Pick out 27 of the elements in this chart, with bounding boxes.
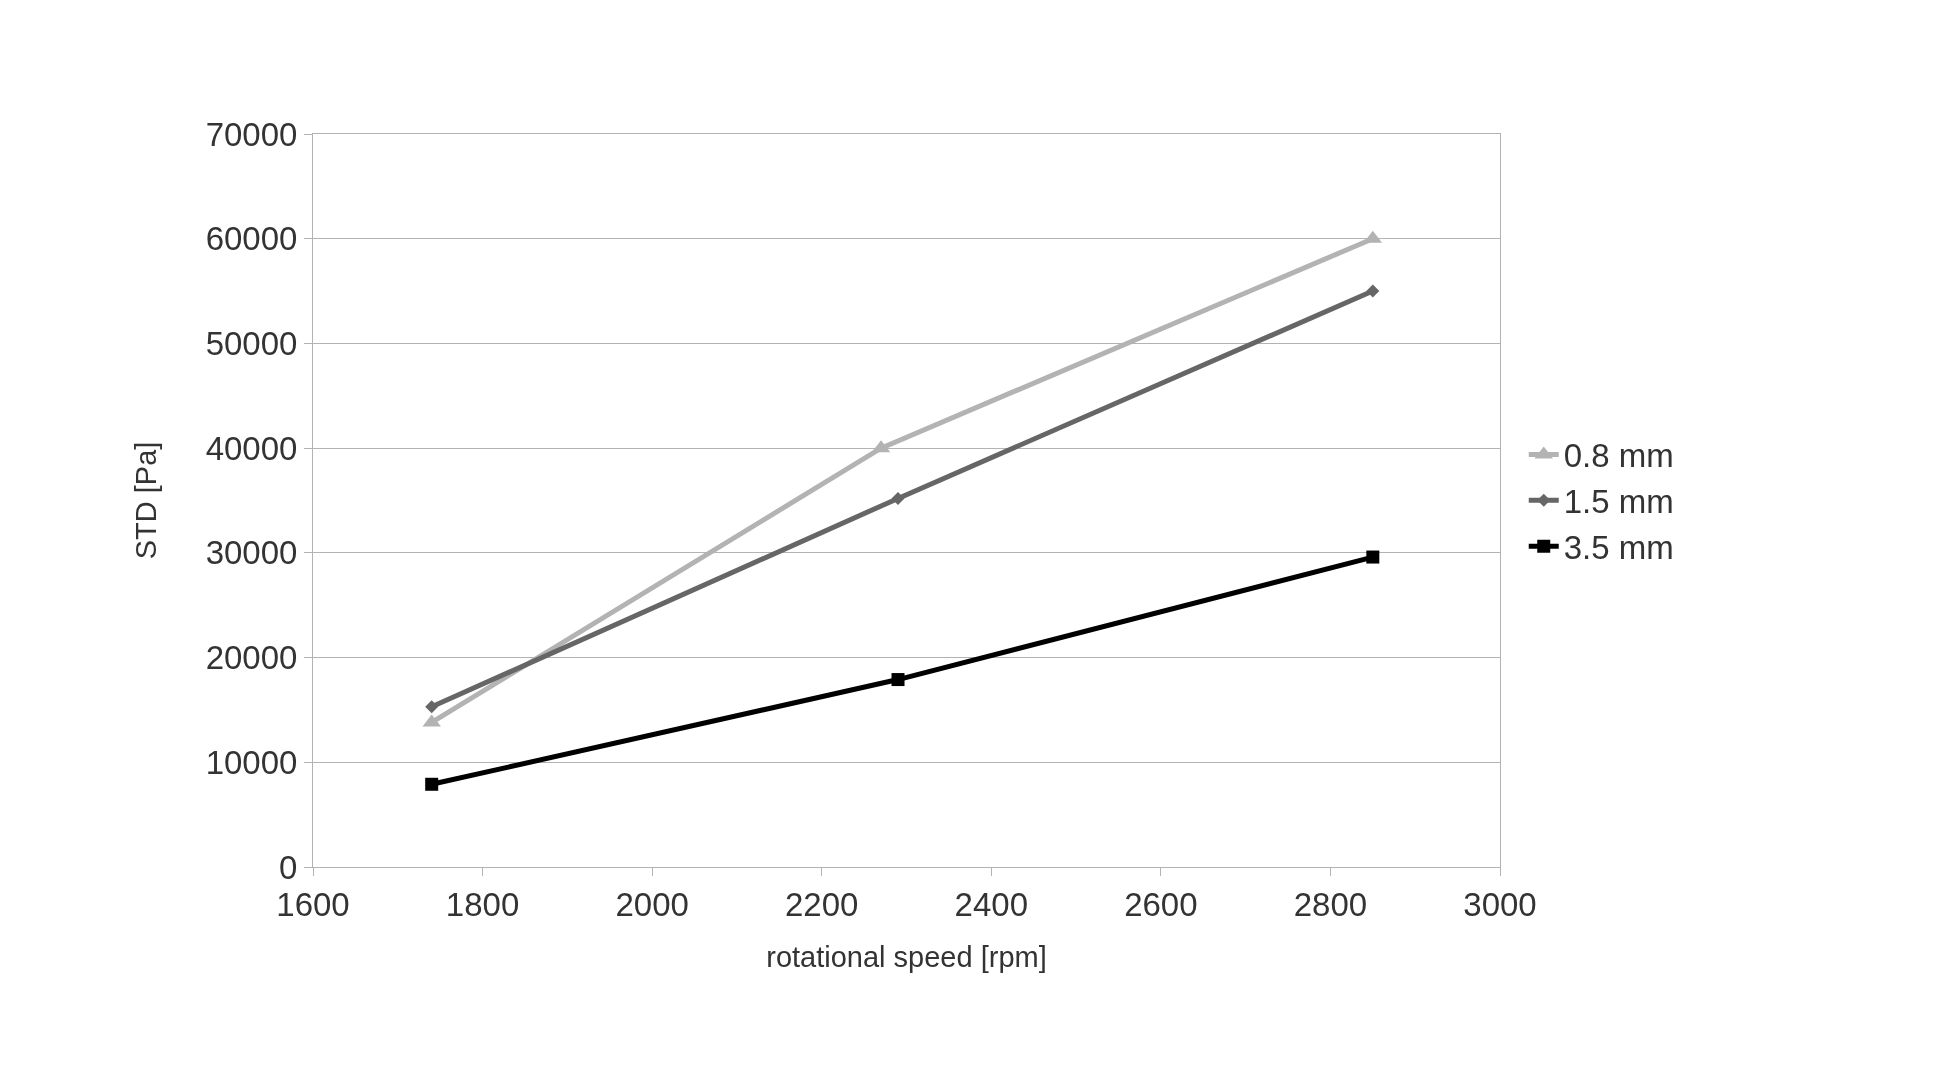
y-tick-label: 10000 <box>205 743 298 781</box>
point <box>1366 284 1380 298</box>
legend-label: 3.5 mm <box>1563 529 1674 567</box>
x-tick-label: 2000 <box>615 885 689 923</box>
y-tick-label: 40000 <box>205 429 298 467</box>
point <box>891 673 905 687</box>
x-tick-label: 3000 <box>1463 885 1537 923</box>
y-tick-label: 50000 <box>205 324 298 362</box>
legend-label: 0.8 mm <box>1563 437 1674 475</box>
x-tick-label: 2800 <box>1293 885 1368 923</box>
legend-label: 1.5 mm <box>1563 483 1674 521</box>
point <box>425 777 439 791</box>
x-tick-label: 2200 <box>785 885 859 923</box>
x-axis-title: rotational speed [rpm] <box>766 941 1047 974</box>
y-tick-label: 70000 <box>205 115 298 153</box>
x-tick-label: 1600 <box>276 885 350 923</box>
y-tick-label: 30000 <box>205 534 298 572</box>
y-tick-label: 60000 <box>205 220 298 258</box>
point <box>891 491 905 505</box>
y-tick-label: 20000 <box>205 639 298 677</box>
point <box>425 700 439 714</box>
y-axis-title: STD [Pa] <box>129 441 162 560</box>
point <box>1366 550 1380 564</box>
x-tick-label: 2400 <box>954 885 1028 923</box>
x-tick-label: 2600 <box>1124 885 1198 923</box>
y-tick-label: 0 <box>279 848 298 886</box>
x-tick-label: 1800 <box>445 885 520 923</box>
